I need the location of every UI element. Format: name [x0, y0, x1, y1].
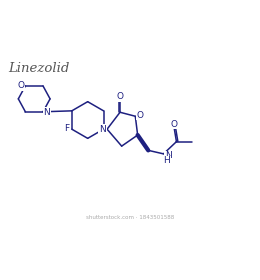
- Text: N: N: [165, 151, 171, 160]
- Text: O: O: [136, 111, 144, 120]
- Text: shutterstock.com · 1843501588: shutterstock.com · 1843501588: [86, 215, 174, 220]
- Text: N: N: [43, 108, 50, 117]
- Text: H: H: [163, 157, 170, 165]
- Text: F: F: [64, 123, 69, 132]
- Text: O: O: [171, 120, 178, 129]
- Text: O: O: [116, 92, 124, 101]
- Text: N: N: [99, 125, 106, 134]
- Text: O: O: [17, 81, 24, 90]
- Text: Linezolid: Linezolid: [9, 62, 70, 75]
